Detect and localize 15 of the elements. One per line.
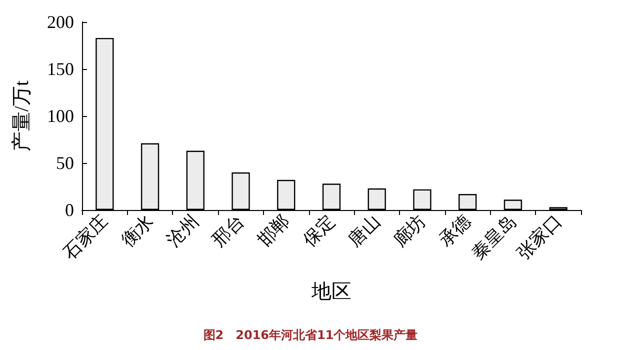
y-tick-label: 200 [47,12,74,32]
y-axis-title: 产量/万t [11,80,33,152]
x-tick-label: 邯郸 [254,210,294,251]
x-tick-label: 保定 [298,210,339,251]
x-tick-label: 邢台 [208,210,248,251]
y-tick-label: 100 [47,106,74,126]
y-tick-label: 150 [47,59,74,79]
x-axis-title: 地区 [310,281,352,303]
y-tick-label: 50 [56,153,74,173]
x-tick-label: 沧州 [162,210,202,251]
text: 图2 2016年河北省11个地区梨果产量 [203,328,418,342]
x-tick-label: 唐山 [344,210,384,251]
y-tick-label: 0 [65,200,74,220]
x-tick-label: 衡水 [118,210,158,251]
x-tick-label: 廊坊 [390,210,430,251]
